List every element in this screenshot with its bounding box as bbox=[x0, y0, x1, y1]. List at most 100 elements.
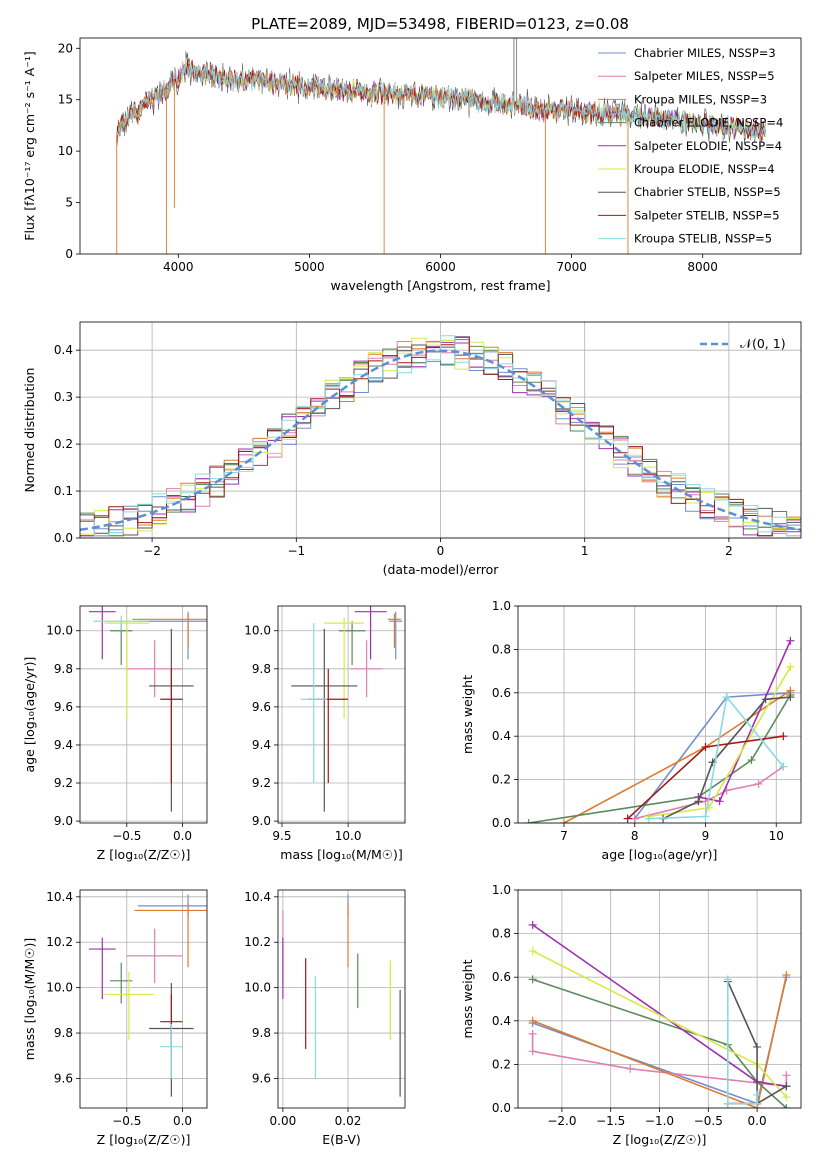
y-tick-label: 10.0 bbox=[46, 981, 73, 995]
weight-marker bbox=[786, 662, 795, 671]
y-tick-label: 0.6 bbox=[492, 970, 511, 984]
weight-marker bbox=[722, 693, 731, 702]
x-tick-label: 1 bbox=[581, 544, 589, 558]
figure-title: PLATE=2089, MJD=53498, FIBERID=0123, z=0… bbox=[251, 15, 629, 33]
y-tick-label: 9.0 bbox=[54, 814, 73, 828]
y-tick-label: 10.2 bbox=[46, 935, 73, 949]
x-tick-label: 8 bbox=[631, 829, 639, 843]
chart-spectrum: 4000 5000 6000 7000 8000 0 5 10 15 20 wavelength [… bbox=[22, 37, 802, 293]
weight-marker bbox=[723, 1099, 732, 1108]
y-axis-label: age [log₁₀(age/yr)] bbox=[22, 657, 37, 773]
axes-frame bbox=[277, 605, 406, 824]
weight-marker bbox=[723, 975, 732, 984]
weight-marker bbox=[623, 814, 632, 823]
y-tick-label: 0.2 bbox=[492, 1057, 511, 1071]
x-tick-label: 0.00 bbox=[270, 1114, 297, 1128]
x-tick-label: −0.5 bbox=[694, 1114, 723, 1128]
y-tick-label: 0.3 bbox=[54, 390, 73, 404]
x-axis-label: mass [log₁₀(M/M☉)] bbox=[280, 847, 402, 862]
weight-marker bbox=[524, 819, 533, 823]
plot-area bbox=[80, 335, 801, 537]
x-tick-label: 10.0 bbox=[335, 829, 362, 843]
weight-marker bbox=[761, 695, 770, 704]
x-axis-label: (data-model)/error bbox=[383, 562, 500, 577]
y-tick-label: 9.2 bbox=[252, 776, 271, 790]
chart-age-vs-mass: 9.5 10.0 9.0 9.2 9.4 9.6 9.8 10.0 mass [log₁₀(M/… bbox=[244, 605, 406, 862]
weight-line bbox=[648, 695, 784, 820]
y-tick-label: 9.4 bbox=[54, 738, 73, 752]
x-axis-label: Z [log₁₀(Z/Z☉)] bbox=[97, 847, 191, 862]
y-tick-label: 10.0 bbox=[244, 981, 271, 995]
y-tick-label: 1.0 bbox=[492, 599, 511, 613]
spectrum-line bbox=[116, 59, 766, 141]
x-tick-label: −0.5 bbox=[112, 829, 141, 843]
legend-label: Kroupa ELODIE, NSSP=4 bbox=[634, 162, 775, 176]
weight-marker bbox=[753, 1042, 762, 1051]
x-tick-label: −1.0 bbox=[645, 1114, 674, 1128]
x-tick-label: 6000 bbox=[425, 260, 456, 274]
weight-marker bbox=[528, 947, 537, 956]
y-axis-label: mass weight bbox=[460, 675, 475, 754]
y-axis-label: mass weight bbox=[460, 959, 475, 1038]
y-tick-label: 10.0 bbox=[244, 624, 271, 638]
y-tick-label: 9.6 bbox=[252, 1071, 271, 1085]
y-tick-label: 0.6 bbox=[492, 686, 511, 700]
x-axis-label: wavelength [Angstrom, rest frame] bbox=[330, 278, 550, 293]
y-tick-label: 10.2 bbox=[244, 935, 271, 949]
weight-marker bbox=[528, 975, 537, 984]
axes-frame bbox=[79, 321, 802, 539]
legend-label: Kroupa STELIB, NSSP=5 bbox=[634, 232, 772, 246]
y-tick-label: 0 bbox=[65, 247, 73, 261]
weight-marker bbox=[528, 1047, 537, 1056]
y-tick-label: 9.2 bbox=[54, 776, 73, 790]
y-tick-label: 5 bbox=[65, 196, 73, 210]
y-tick-label: 9.0 bbox=[252, 814, 271, 828]
y-tick-label: 10 bbox=[58, 144, 73, 158]
x-tick-label: −2.0 bbox=[547, 1114, 576, 1128]
gaussian-curve bbox=[80, 349, 801, 532]
y-tick-label: 0.8 bbox=[492, 642, 511, 656]
weight-marker bbox=[782, 1082, 791, 1091]
legend-label: Chabrier MILES, NSSP=3 bbox=[634, 46, 776, 60]
y-axis-label: Normed distribution bbox=[22, 368, 37, 493]
weight-marker bbox=[779, 762, 788, 771]
weight-marker bbox=[626, 1064, 635, 1073]
x-tick-label: 4000 bbox=[163, 260, 194, 274]
y-tick-label: 0.4 bbox=[492, 1014, 511, 1028]
x-tick-label: −1 bbox=[287, 544, 305, 558]
axes-frame bbox=[277, 889, 406, 1109]
weight-marker bbox=[782, 971, 791, 980]
weight-marker bbox=[644, 814, 653, 823]
y-tick-label: 0.2 bbox=[54, 437, 73, 451]
weight-line bbox=[726, 979, 758, 1105]
axes-frame bbox=[79, 37, 802, 255]
weight-marker bbox=[715, 797, 724, 806]
weight-marker bbox=[630, 814, 639, 823]
weight-marker bbox=[786, 636, 795, 645]
plot-area bbox=[282, 894, 401, 1097]
x-tick-label: −2 bbox=[143, 544, 161, 558]
y-tick-label: 10.0 bbox=[46, 624, 73, 638]
weight-marker bbox=[754, 779, 763, 788]
histogram-series bbox=[80, 339, 801, 537]
y-tick-label: 15 bbox=[58, 93, 73, 107]
y-tick-label: 0.0 bbox=[492, 1101, 511, 1115]
x-axis-label: Z [log₁₀(Z/Z☉)] bbox=[97, 1132, 191, 1147]
chart-residuals: −2 −1 0 1 2 0.0 0.1 0.2 0.3 0.4 (data-model)/error… bbox=[22, 321, 802, 577]
y-tick-label: 0.8 bbox=[492, 927, 511, 941]
chart-mass-vs-Z: −0.5 0.0 9.6 9.8 10.0 10.2 10.4 Z [log₁₀(Z/Z☉)]… bbox=[22, 889, 208, 1147]
legend-label: Kroupa MILES, NSSP=3 bbox=[634, 92, 767, 106]
y-tick-label: 20 bbox=[58, 41, 73, 55]
y-tick-label: 0.4 bbox=[54, 343, 73, 357]
plot-area bbox=[88, 606, 207, 812]
weight-marker bbox=[528, 1029, 537, 1038]
legend-label: Chabrier STELIB, NSSP=5 bbox=[634, 185, 781, 199]
weight-marker bbox=[694, 797, 703, 806]
x-tick-label: 7 bbox=[560, 829, 568, 843]
y-tick-label: 9.8 bbox=[54, 662, 73, 676]
chart-massweight-vs-Z: −2.0 −1.5 −1.0 −0.5 0.0 0.0 0.2 0.4 0.6 0.8 1.0 Z [… bbox=[460, 883, 802, 1147]
weight-marker bbox=[701, 812, 710, 821]
y-tick-label: 9.6 bbox=[252, 700, 271, 714]
chart-age-vs-Z: −0.5 0.0 9.0 9.2 9.4 9.6 9.8 10.0 Z [log₁₀(Z/Z☉)… bbox=[22, 605, 208, 862]
